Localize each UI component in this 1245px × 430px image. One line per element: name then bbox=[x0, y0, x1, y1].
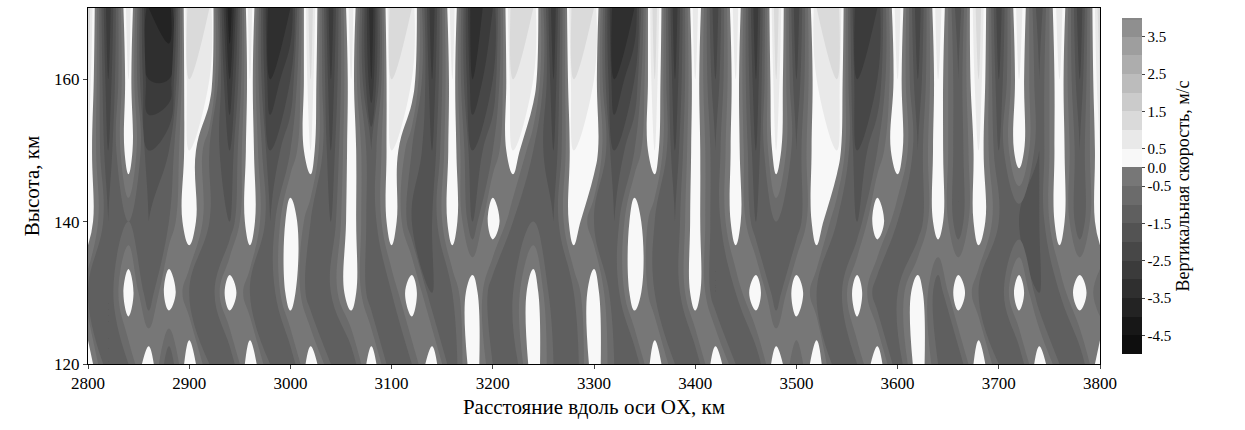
svg-text:2.5: 2.5 bbox=[1148, 66, 1167, 82]
svg-text:0.0: 0.0 bbox=[1148, 160, 1167, 176]
svg-text:-2.5: -2.5 bbox=[1148, 253, 1172, 269]
svg-text:3700: 3700 bbox=[982, 374, 1016, 393]
svg-text:3800: 3800 bbox=[1083, 374, 1117, 393]
svg-text:3000: 3000 bbox=[273, 374, 307, 393]
svg-text:0.5: 0.5 bbox=[1148, 141, 1167, 157]
svg-text:3400: 3400 bbox=[678, 374, 712, 393]
svg-text:-1.5: -1.5 bbox=[1148, 216, 1172, 232]
svg-text:Расстояние вдоль оси OX, км: Расстояние вдоль оси OX, км bbox=[463, 395, 725, 419]
svg-text:-0.5: -0.5 bbox=[1148, 178, 1172, 194]
svg-text:120: 120 bbox=[54, 355, 80, 374]
svg-text:Вертикальная скорость, м/с: Вертикальная скорость, м/с bbox=[1173, 80, 1193, 291]
svg-text:3100: 3100 bbox=[375, 374, 409, 393]
svg-text:1.5: 1.5 bbox=[1148, 104, 1167, 120]
svg-text:3200: 3200 bbox=[476, 374, 510, 393]
svg-text:3600: 3600 bbox=[881, 374, 915, 393]
svg-text:160: 160 bbox=[54, 70, 80, 89]
svg-text:3.5: 3.5 bbox=[1148, 29, 1167, 45]
svg-text:Высота, км: Высота, км bbox=[20, 136, 44, 236]
svg-text:140: 140 bbox=[54, 213, 80, 232]
svg-text:-4.5: -4.5 bbox=[1148, 328, 1172, 344]
svg-text:3300: 3300 bbox=[577, 374, 611, 393]
svg-text:2900: 2900 bbox=[172, 374, 206, 393]
svg-text:-3.5: -3.5 bbox=[1148, 290, 1172, 306]
svg-text:2800: 2800 bbox=[71, 374, 105, 393]
svg-text:3500: 3500 bbox=[779, 374, 813, 393]
